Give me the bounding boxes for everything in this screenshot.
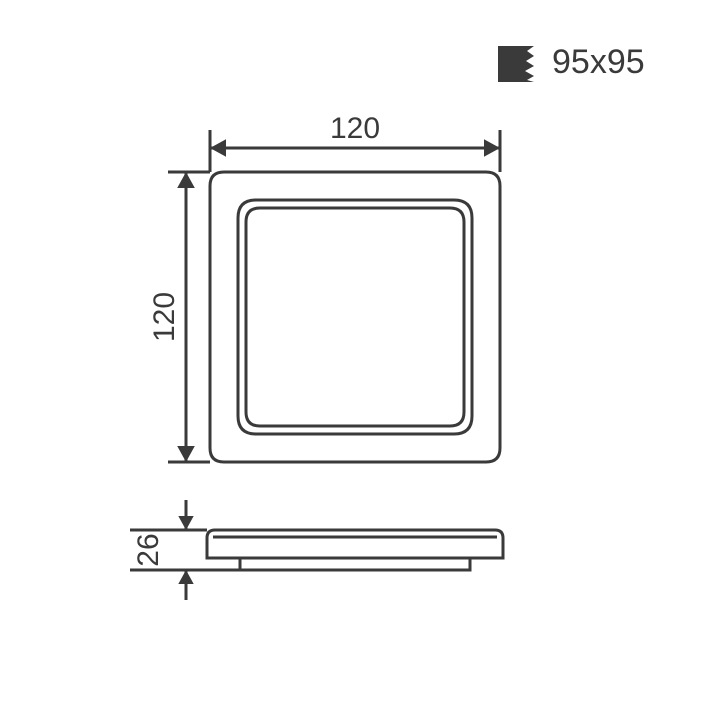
side-body bbox=[207, 530, 503, 558]
legend-cutout-label: 95x95 bbox=[552, 43, 645, 81]
dim-depth-label: 26 bbox=[132, 533, 165, 566]
side-flange bbox=[240, 558, 470, 570]
dim-height-label: 120 bbox=[148, 292, 181, 342]
dim-width-label: 120 bbox=[330, 112, 380, 145]
plan-outer bbox=[210, 172, 500, 462]
